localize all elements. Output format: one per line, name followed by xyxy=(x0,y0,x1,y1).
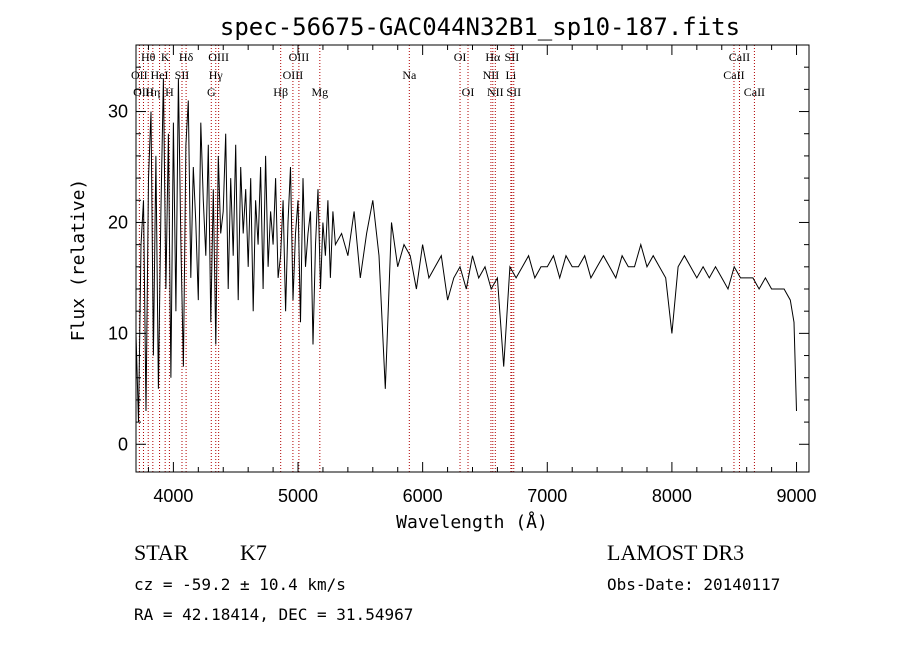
line-marker-label: OI xyxy=(462,85,475,99)
line-marker-label: Hδ xyxy=(179,50,194,64)
line-marker-label: OII xyxy=(131,68,148,82)
line-marker-label: Hα xyxy=(485,50,501,64)
line-marker-label: NII xyxy=(483,68,500,82)
y-axis-label: Flux (relative) xyxy=(68,179,89,342)
line-marker-label: Hγ xyxy=(209,68,224,82)
line-marker-label: Na xyxy=(402,68,417,82)
line-marker-label: SII xyxy=(506,85,521,99)
emission-line-markers xyxy=(138,45,755,472)
chart-title: spec-56675-GAC044N32B1_sp10-187.fits xyxy=(220,13,740,41)
line-marker-label: OIII xyxy=(283,68,304,82)
line-marker-label: NII xyxy=(487,85,504,99)
line-marker-label: OIII xyxy=(133,85,154,99)
redshift-text: cz = -59.2 ± 10.4 km/s xyxy=(134,575,346,594)
line-marker-label: OI xyxy=(454,50,467,64)
line-marker-label: Hη xyxy=(145,85,160,99)
emission-line-labels: Hθ K Hδ OIII OIII OI Hα SII CaII OII HeI SII Hγ OIII N… xyxy=(131,50,765,99)
object-subclass: K7 xyxy=(240,540,267,565)
x-tick-label: 5000 xyxy=(278,486,318,506)
x-tick-label: 9000 xyxy=(777,486,817,506)
line-marker-label: G xyxy=(207,85,216,99)
line-marker-label: OIII xyxy=(289,50,310,64)
line-marker-label: SII xyxy=(175,68,190,82)
line-marker-label: Hβ xyxy=(273,85,288,99)
y-tick-label: 0 xyxy=(118,434,128,454)
x-axis-ticks: 4000 5000 6000 7000 8000 9000 xyxy=(147,45,817,506)
obs-date-text: Obs-Date: 20140117 xyxy=(607,575,780,594)
x-axis-label: Wavelength (Å) xyxy=(396,511,548,533)
object-class: STAR xyxy=(134,540,189,565)
coords-text: RA = 42.18414, DEC = 31.54967 xyxy=(134,605,413,624)
y-tick-label: 30 xyxy=(108,102,128,122)
x-tick-label: 7000 xyxy=(527,486,567,506)
y-tick-label: 20 xyxy=(108,212,128,232)
line-marker-label: H xyxy=(165,85,174,99)
line-marker-label: CaII xyxy=(729,50,750,64)
y-axis-ticks: 0 10 20 30 xyxy=(108,66,809,454)
survey-name: LAMOST DR3 xyxy=(607,540,744,565)
x-tick-label: 8000 xyxy=(652,486,692,506)
x-tick-label: 4000 xyxy=(153,486,193,506)
line-marker-label: CaII xyxy=(723,68,744,82)
line-marker-label: Mg xyxy=(311,85,328,99)
line-marker-label: Li xyxy=(506,68,517,82)
line-marker-label: Hθ xyxy=(141,50,156,64)
plot-frame xyxy=(135,44,810,473)
line-marker-label: K xyxy=(161,50,170,64)
line-marker-label: SII xyxy=(505,50,520,64)
line-marker-label: CaII xyxy=(744,85,765,99)
line-marker-label: HeI xyxy=(151,68,169,82)
spectrum-line xyxy=(135,78,797,423)
line-marker-label: OIII xyxy=(208,50,229,64)
x-tick-label: 6000 xyxy=(403,486,443,506)
y-tick-label: 10 xyxy=(108,323,128,343)
